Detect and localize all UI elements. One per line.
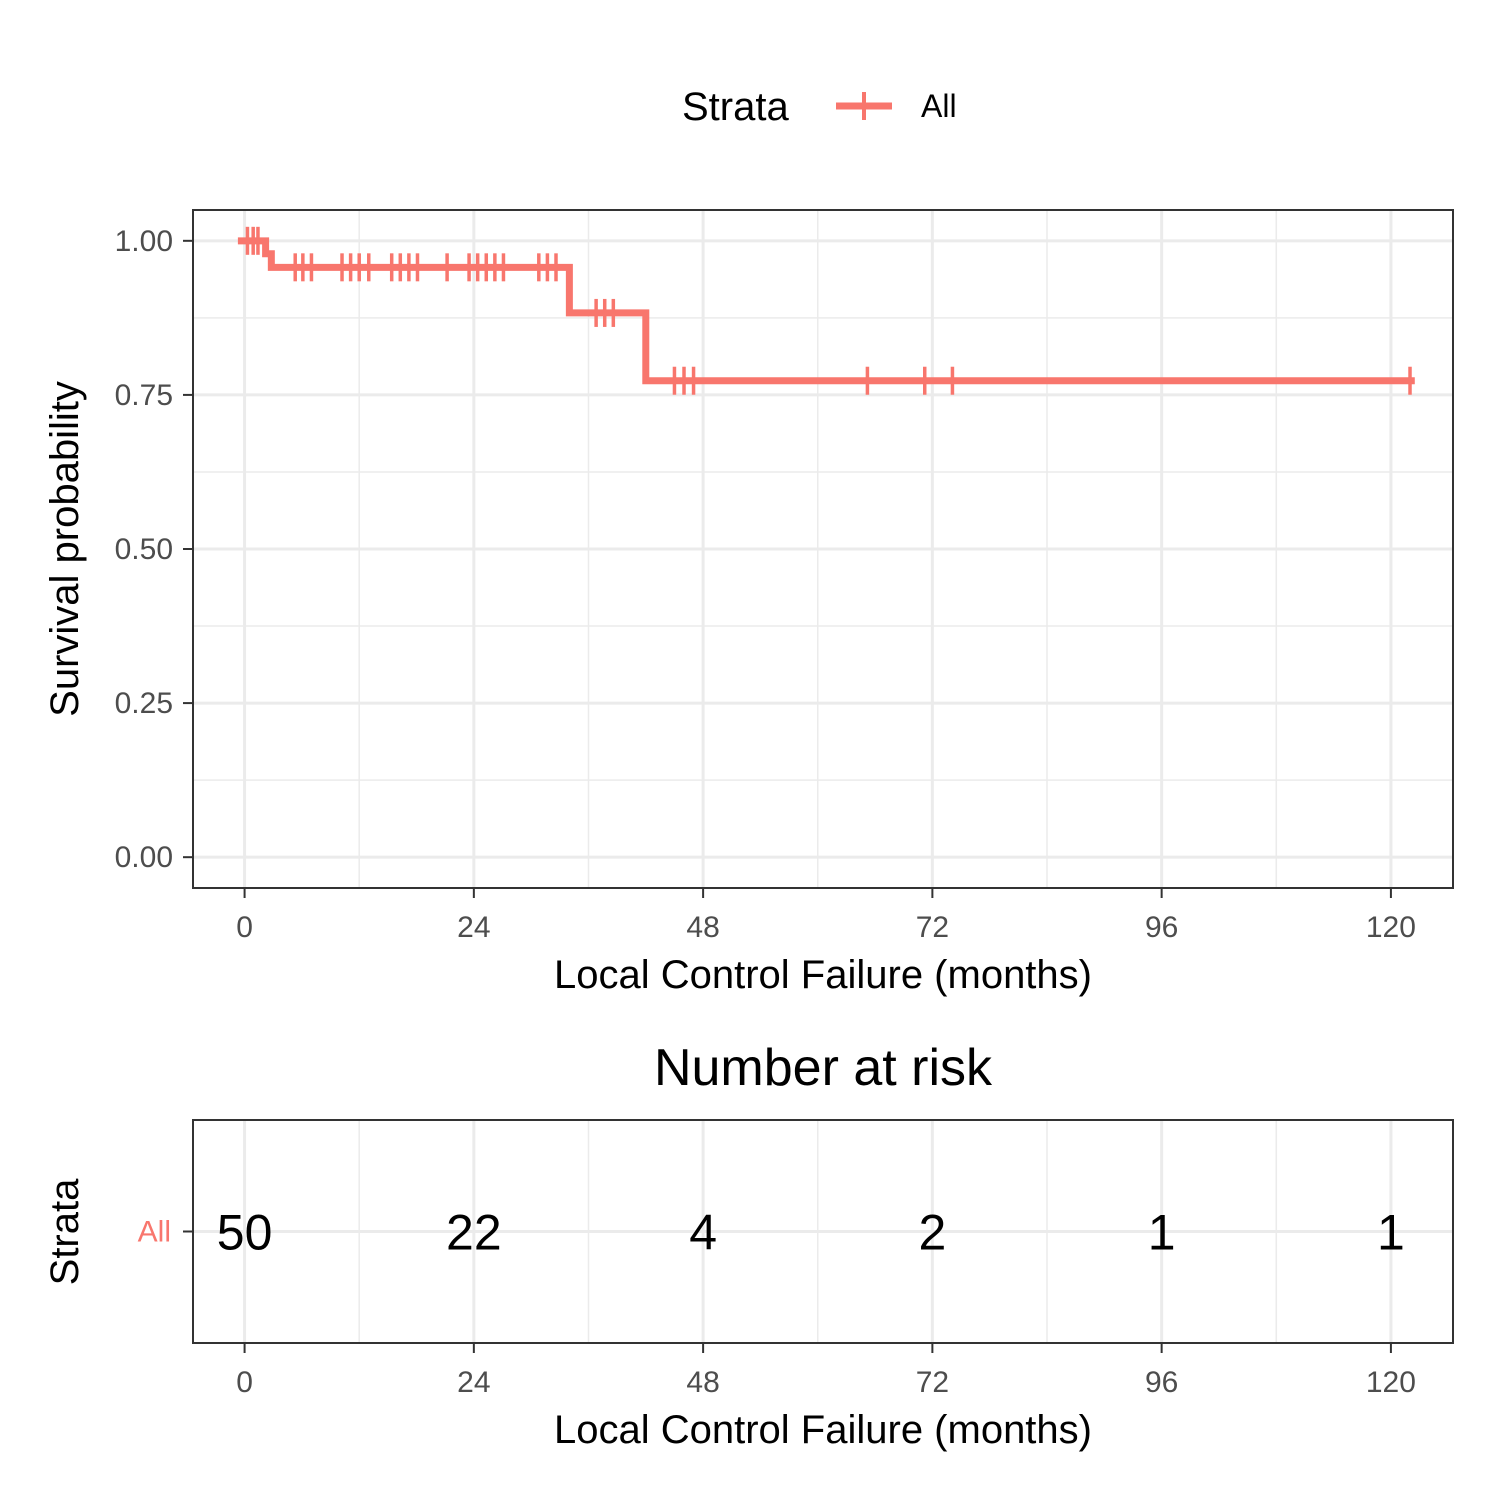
- y-tick-label: 0.75: [115, 379, 173, 412]
- risk-table-values: 50 22 4 2 1 1: [217, 1205, 1405, 1261]
- risk-table: Number at risk 50 22 4 2 1 1 All 0 24 48 72 96 120…: [43, 1039, 1454, 1452]
- x-tick-label: 120: [1366, 911, 1416, 944]
- x-tick-label: 0: [236, 911, 253, 944]
- x-tick-label: 0: [236, 1366, 253, 1399]
- survival-gridlines: [193, 210, 1453, 888]
- x-tick-label: 24: [457, 911, 490, 944]
- risk-table-y-axis-title: Strata: [43, 1178, 87, 1285]
- survival-plot: 0.00 0.25 0.50 0.75 1.00 0 24 48 72 96 120 Local …: [43, 209, 1454, 997]
- x-tick-label: 72: [916, 1366, 949, 1399]
- x-tick-label: 48: [686, 911, 719, 944]
- censor-marks: [245, 226, 1412, 395]
- legend-title: Strata: [682, 85, 789, 129]
- risk-count: 4: [689, 1205, 717, 1261]
- legend-label: All: [921, 88, 957, 124]
- x-tick-label: 96: [1145, 911, 1178, 944]
- risk-table-title: Number at risk: [654, 1039, 993, 1097]
- x-tick-label: 24: [457, 1366, 490, 1399]
- x-tick-label: 72: [916, 911, 949, 944]
- risk-count: 1: [1148, 1205, 1176, 1261]
- risk-count: 2: [918, 1205, 946, 1261]
- survival-step-line: [237, 237, 1415, 385]
- survival-curve: [237, 237, 1415, 385]
- x-tick-label: 120: [1366, 1366, 1416, 1399]
- y-tick-label: 0.50: [115, 533, 173, 566]
- risk-table-x-ticks: 0 24 48 72 96 120: [236, 1343, 1416, 1399]
- risk-count: 1: [1377, 1205, 1405, 1261]
- y-tick-label: 0.00: [115, 841, 173, 874]
- y-tick-label: 1.00: [115, 225, 173, 258]
- risk-table-gridlines: [193, 1120, 1453, 1343]
- risk-table-x-axis-title: Local Control Failure (months): [554, 1408, 1092, 1452]
- row-label: All: [138, 1216, 171, 1249]
- y-axis-title: Survival probability: [43, 381, 87, 717]
- x-tick-label: 48: [686, 1366, 719, 1399]
- x-axis-title: Local Control Failure (months): [554, 953, 1092, 997]
- x-tick-label: 96: [1145, 1366, 1178, 1399]
- risk-count: 22: [446, 1205, 502, 1261]
- y-axis-ticks: 0.00 0.25 0.50 0.75 1.00: [115, 225, 193, 874]
- risk-table-row-labels: All: [138, 1216, 193, 1249]
- legend: Strata All: [682, 85, 957, 129]
- y-tick-label: 0.25: [115, 687, 173, 720]
- x-axis-ticks: 0 24 48 72 96 120: [236, 888, 1416, 944]
- risk-count: 50: [217, 1205, 273, 1261]
